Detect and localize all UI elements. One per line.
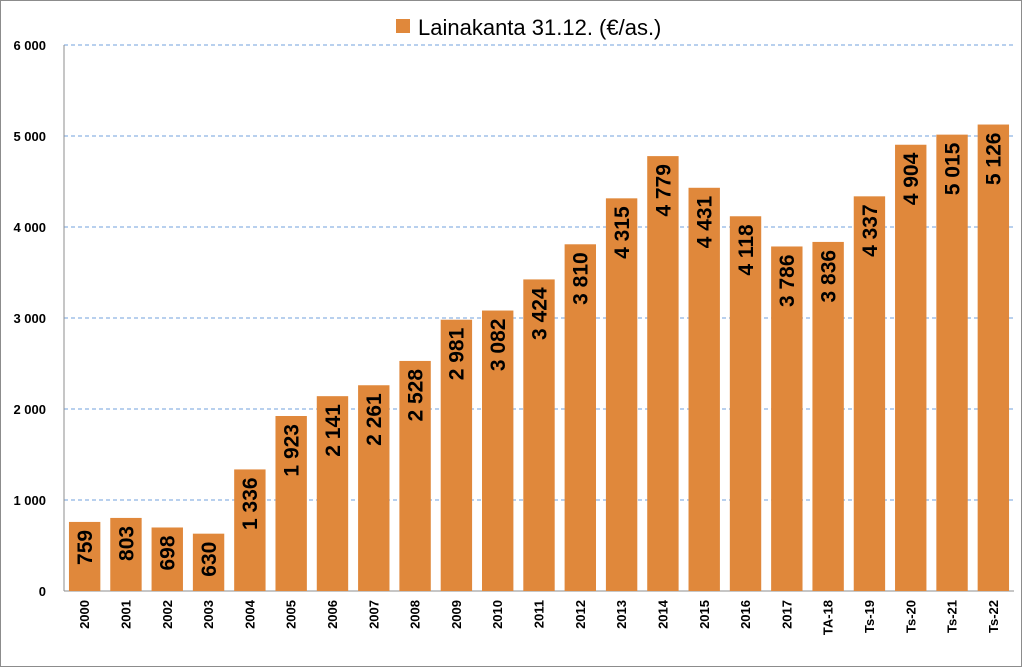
x-tick-label: 2002 — [160, 600, 175, 629]
y-tick-label: 1 000 — [13, 493, 46, 508]
y-tick-label: 3 000 — [13, 311, 46, 326]
data-labels: 759 803 698 630 1 336 1 923 2 141 2 261 2 528 2 9… — [74, 133, 1006, 577]
bar — [151, 527, 183, 591]
bar — [688, 187, 720, 592]
x-tick-label: 2009 — [449, 600, 464, 629]
bar — [192, 533, 225, 591]
data-label: 4 118 — [735, 224, 758, 276]
data-label: 3 836 — [817, 250, 840, 303]
x-tick-label: 2006 — [325, 600, 340, 629]
bar — [316, 396, 349, 591]
bar — [523, 279, 555, 591]
bar — [440, 319, 473, 591]
bar — [977, 124, 1010, 591]
x-tick-label: 2014 — [655, 599, 670, 629]
bar — [110, 517, 142, 591]
x-tick-label: 2012 — [573, 600, 588, 629]
y-tick-label: 0 — [39, 584, 46, 599]
bar — [68, 521, 101, 591]
data-label: 1 923 — [281, 424, 304, 477]
data-label: 4 337 — [859, 204, 882, 257]
data-label: 2 528 — [404, 369, 427, 422]
y-tick-label: 2 000 — [13, 402, 46, 417]
bar — [564, 244, 596, 592]
bar — [729, 216, 762, 591]
y-tick-label: 5 000 — [13, 129, 46, 144]
data-label: 759 — [74, 530, 97, 565]
data-label: 803 — [115, 526, 138, 561]
data-label: 4 431 — [694, 195, 717, 248]
bar — [853, 196, 886, 591]
bar — [482, 310, 514, 591]
x-tick-label: Ts-20 — [903, 600, 918, 633]
data-label: 630 — [198, 542, 221, 577]
x-tick-label: Ts-19 — [862, 600, 877, 633]
x-tick-label: 2017 — [779, 600, 794, 629]
x-tick-label: 2001 — [119, 600, 134, 629]
data-label: 1 336 — [239, 477, 262, 530]
data-label: 5 015 — [941, 142, 964, 195]
data-label: 4 315 — [611, 206, 634, 259]
data-label: 3 786 — [776, 254, 799, 307]
y-tick-label: 4 000 — [13, 220, 46, 235]
bar — [647, 156, 679, 591]
bar — [605, 198, 638, 591]
bar — [275, 416, 307, 591]
x-tick-label: 2011 — [532, 600, 547, 628]
x-tick-label: 2000 — [77, 600, 92, 629]
x-tick-label: 2010 — [490, 600, 505, 629]
bar — [936, 134, 968, 591]
bar — [358, 385, 390, 591]
legend-label: Lainakanta 31.12. (€/as.) — [418, 15, 661, 40]
x-tick-label: 2004 — [242, 599, 257, 629]
bars — [68, 124, 1010, 592]
data-label: 3 424 — [528, 287, 551, 340]
x-tick-label: 2016 — [738, 600, 753, 629]
x-axis: 2000 2001 2002 2003 2004 2005 2006 2007 2008 2009… — [77, 599, 1001, 635]
data-label: 2 981 — [446, 327, 469, 380]
x-tick-label: 2003 — [201, 600, 216, 629]
x-tick-label: TA-18 — [821, 600, 836, 635]
x-tick-label: 2015 — [697, 600, 712, 629]
legend: Lainakanta 31.12. (€/as.) — [396, 15, 661, 40]
bar — [399, 360, 431, 591]
x-tick-label: 2005 — [284, 600, 299, 629]
data-label: 2 261 — [363, 393, 386, 446]
x-tick-label: 2007 — [366, 600, 381, 629]
bar — [771, 246, 803, 591]
data-label: 5 126 — [983, 133, 1006, 186]
x-tick-label: Ts-21 — [945, 600, 960, 633]
x-tick-label: Ts-22 — [986, 600, 1001, 633]
x-tick-label: 2013 — [614, 600, 629, 629]
bar — [895, 144, 927, 591]
data-label: 4 904 — [900, 152, 923, 205]
bar — [812, 241, 844, 591]
legend-swatch — [396, 19, 410, 33]
x-tick-label: 2008 — [408, 600, 423, 629]
data-label: 4 779 — [652, 164, 675, 217]
data-label: 698 — [157, 535, 180, 570]
bar — [234, 469, 266, 591]
data-label: 3 082 — [487, 319, 510, 372]
y-tick-label: 6 000 — [13, 38, 46, 53]
data-label: 3 810 — [570, 252, 593, 305]
data-label: 2 141 — [322, 404, 345, 457]
